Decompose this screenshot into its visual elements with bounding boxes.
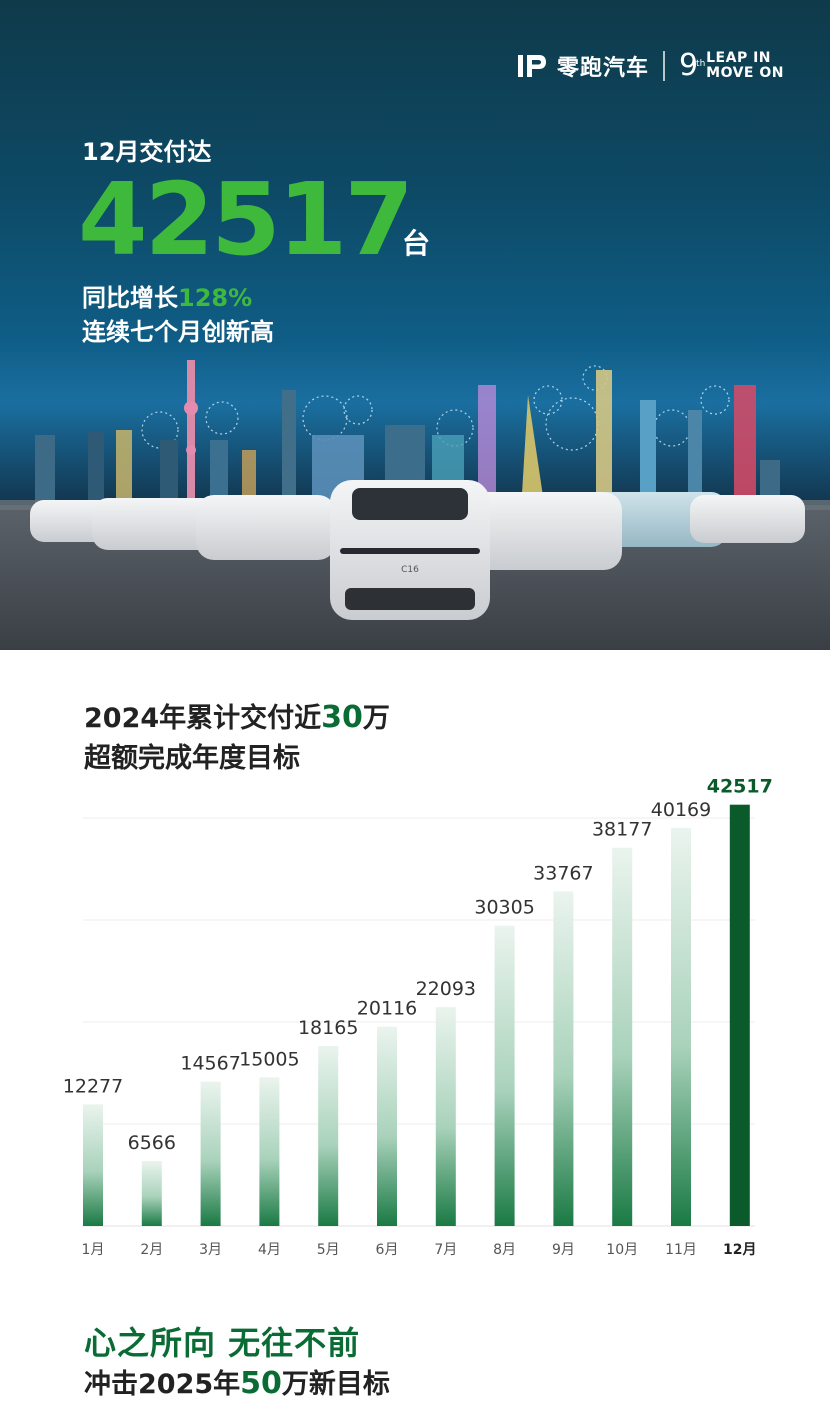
category-label: 4月 bbox=[258, 1242, 281, 1258]
bar-8 bbox=[494, 925, 515, 1226]
growth-value: 128% bbox=[178, 284, 253, 312]
bar-4 bbox=[259, 1077, 280, 1226]
bar-12 bbox=[729, 804, 750, 1226]
footer-slogan: 心之所向 无往不前 bbox=[84, 1324, 361, 1362]
brand-slogan: LEAP IN MOVE ON bbox=[706, 50, 784, 81]
bar-9 bbox=[553, 891, 574, 1226]
category-label: 1月 bbox=[82, 1242, 105, 1258]
bar-11 bbox=[671, 827, 691, 1226]
hero-growth: 同比增长128% bbox=[82, 284, 253, 312]
bar-value-label: 30305 bbox=[474, 897, 534, 919]
bar-3 bbox=[200, 1081, 221, 1226]
category-label: 2月 bbox=[140, 1242, 163, 1258]
category-label: 5月 bbox=[317, 1242, 340, 1258]
hero-delivery-number: 42517 bbox=[78, 161, 414, 278]
category-label: 8月 bbox=[493, 1242, 516, 1258]
bar-value-label: 12277 bbox=[63, 1075, 123, 1097]
car-lineup: C16 bbox=[30, 480, 805, 620]
hero-record: 连续七个月创新高 bbox=[82, 318, 274, 346]
category-label: 7月 bbox=[434, 1242, 457, 1258]
bar-2 bbox=[141, 1160, 162, 1226]
category-label: 11月 bbox=[665, 1242, 697, 1258]
bar-7 bbox=[435, 1007, 456, 1226]
bar-10 bbox=[612, 847, 633, 1226]
bar-value-label: 15005 bbox=[239, 1048, 299, 1070]
bar-value-label: 42517 bbox=[707, 776, 773, 798]
city-skyline-illustration: C16 bbox=[0, 360, 830, 650]
footer-target: 冲击2025年50万新目标 bbox=[84, 1366, 390, 1401]
bar-value-label: 22093 bbox=[416, 978, 476, 1000]
brand-divider bbox=[663, 51, 666, 81]
hero-intro: 12月交付达 bbox=[82, 138, 212, 166]
bar-1 bbox=[83, 1104, 103, 1226]
bar-value-label: 33767 bbox=[533, 862, 593, 884]
hero-unit: 台 bbox=[402, 227, 431, 260]
leapmotor-logo-icon bbox=[518, 55, 547, 77]
bar-value-label: 20116 bbox=[357, 998, 417, 1020]
chart-subheading: 超额完成年度目标 bbox=[84, 743, 300, 774]
category-label: 9月 bbox=[552, 1242, 575, 1258]
bar-value-label: 14567 bbox=[180, 1053, 240, 1075]
bar-value-label: 40169 bbox=[651, 799, 711, 821]
category-label: 12月 bbox=[723, 1242, 756, 1258]
category-label: 10月 bbox=[606, 1242, 638, 1258]
bar-6 bbox=[377, 1026, 397, 1226]
chart-heading: 2024年累计交付近30万 bbox=[84, 700, 390, 735]
bar-value-label: 18165 bbox=[298, 1017, 358, 1039]
bar-value-label: 38177 bbox=[592, 819, 652, 841]
bar-value-label: 6566 bbox=[128, 1132, 176, 1154]
category-label: 3月 bbox=[199, 1242, 222, 1258]
bar-5 bbox=[318, 1046, 339, 1226]
car-badge: C16 bbox=[401, 565, 419, 575]
category-label: 6月 bbox=[376, 1242, 399, 1258]
brand-name: 零跑汽车 bbox=[557, 56, 650, 81]
